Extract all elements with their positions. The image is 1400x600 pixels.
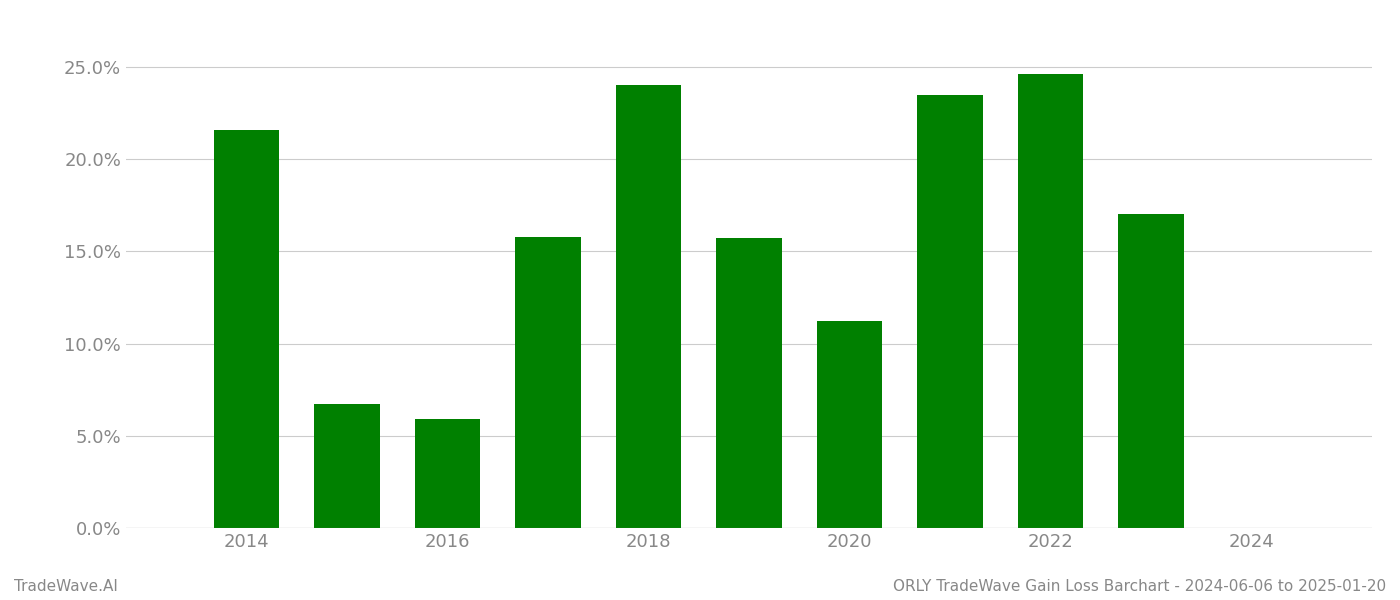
Bar xyxy=(917,95,983,528)
Text: ORLY TradeWave Gain Loss Barchart - 2024-06-06 to 2025-01-20: ORLY TradeWave Gain Loss Barchart - 2024… xyxy=(893,579,1386,594)
Bar xyxy=(414,419,480,528)
Bar xyxy=(816,322,882,528)
Bar xyxy=(515,236,581,528)
Bar xyxy=(616,85,682,528)
Text: TradeWave.AI: TradeWave.AI xyxy=(14,579,118,594)
Bar xyxy=(315,404,379,528)
Bar xyxy=(1119,214,1183,528)
Bar xyxy=(1018,74,1084,528)
Bar xyxy=(717,238,781,528)
Bar xyxy=(214,130,279,528)
